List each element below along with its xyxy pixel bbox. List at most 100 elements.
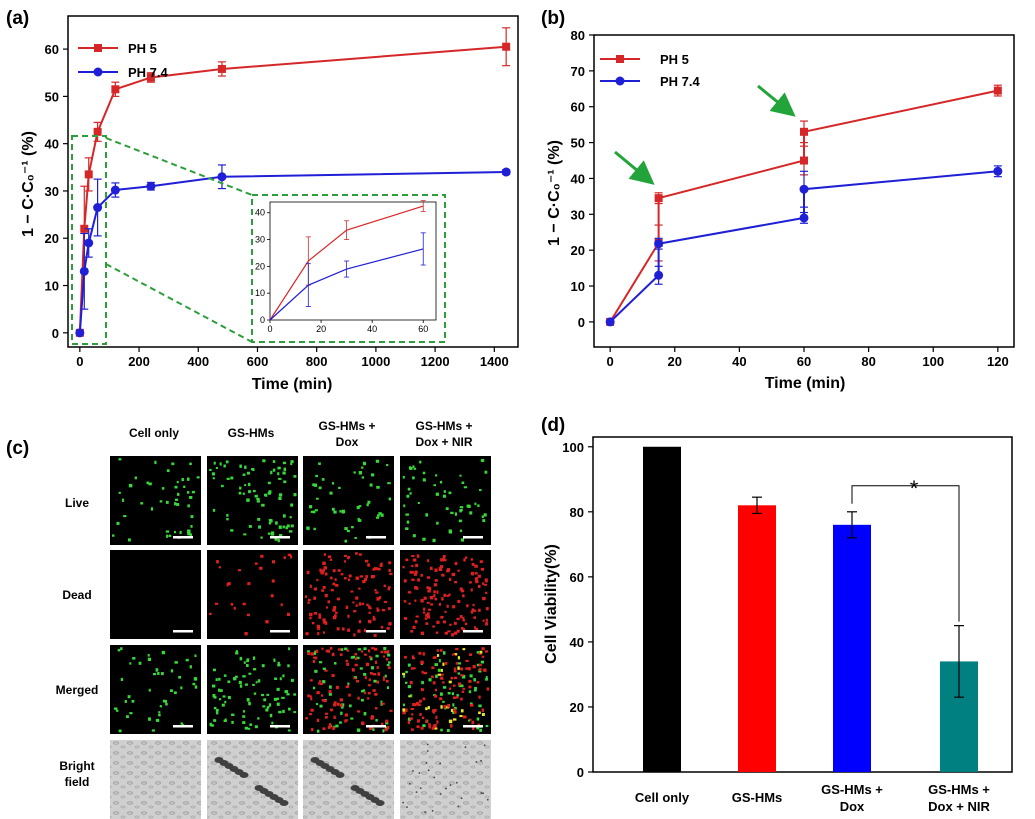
live-cell-dot xyxy=(230,476,234,480)
dead-cell-dot xyxy=(453,667,457,670)
x-tick-label: 1400 xyxy=(480,354,509,369)
dead-cell-dot xyxy=(388,607,391,610)
dead-cell-dot xyxy=(327,600,331,604)
live-cell-dot xyxy=(257,717,260,720)
dead-cell-dot xyxy=(435,715,438,720)
row-header-dead: Dead xyxy=(62,588,91,602)
live-cell-dot xyxy=(452,703,455,707)
dead-cell-dot xyxy=(316,624,321,629)
live-cell-dot xyxy=(422,478,426,482)
live-cell-dot xyxy=(375,718,378,722)
live-cell-dot xyxy=(247,727,251,730)
dead-cell-dot xyxy=(335,685,339,690)
dead-cell-dot xyxy=(409,717,413,720)
live-cell-dot xyxy=(485,676,488,680)
live-cell-dot xyxy=(239,486,242,490)
dead-cell-dot xyxy=(435,631,439,634)
inset-y-tick-label: 30 xyxy=(255,235,265,245)
data-point-ph5 xyxy=(502,42,511,51)
dead-cell-dot xyxy=(367,697,370,700)
live-cell-dot xyxy=(230,529,234,532)
particle-dot xyxy=(408,782,411,785)
live-cell-dot xyxy=(457,662,461,665)
legend-marker-ph74 xyxy=(93,67,103,77)
live-cell-dot xyxy=(407,717,412,721)
live-cell-dot xyxy=(239,684,243,688)
live-cell-dot xyxy=(176,503,180,507)
y-tick-label: 40 xyxy=(45,137,59,152)
dead-cell-dot xyxy=(450,724,453,728)
live-cell-dot xyxy=(248,672,252,675)
data-point-ph5 xyxy=(217,64,226,73)
live-cell-dot xyxy=(239,656,243,661)
dead-cell-dot xyxy=(461,690,465,693)
micrograph-bright-field-1 xyxy=(110,740,201,819)
dead-cell-dot xyxy=(434,568,438,572)
live-cell-dot xyxy=(350,656,354,659)
dead-cell-dot xyxy=(447,630,451,633)
dead-cell-dot xyxy=(316,691,320,695)
col-header-cell-only: Cell only xyxy=(129,426,179,440)
dead-cell-dot xyxy=(436,649,439,652)
dead-cell-dot xyxy=(422,611,426,614)
live-cell-dot xyxy=(129,662,132,665)
dead-cell-dot xyxy=(355,552,358,555)
dead-cell-dot xyxy=(427,559,430,563)
live-cell-dot xyxy=(356,656,360,660)
inset-frame xyxy=(269,201,437,321)
dead-cell-dot xyxy=(431,675,434,678)
panel-a-xlabel: Time (min) xyxy=(252,376,333,393)
dead-cell-dot xyxy=(427,615,431,619)
scale-bar xyxy=(270,725,290,728)
col-header-gs-hms: GS-HMs xyxy=(228,426,275,440)
dead-cell-dot xyxy=(381,722,384,726)
live-cell-dot xyxy=(155,718,160,722)
dead-cell-dot xyxy=(314,587,317,590)
live-cell-dot xyxy=(402,703,405,707)
dead-cell-dot xyxy=(332,608,336,612)
live-cell-dot xyxy=(422,537,426,541)
live-cell-dot xyxy=(219,462,222,466)
dead-cell-dot xyxy=(314,656,318,660)
micrograph-dead-4 xyxy=(400,550,491,639)
live-cell-dot xyxy=(356,728,361,732)
live-cell-dot xyxy=(376,514,380,517)
live-cell-dot xyxy=(376,485,380,489)
live-cell-dot xyxy=(278,710,282,714)
live-cell-dot xyxy=(257,679,261,683)
dead-cell-dot xyxy=(364,559,369,563)
dead-cell-dot xyxy=(424,617,428,620)
live-cell-dot xyxy=(256,497,260,501)
dead-cell-dot xyxy=(319,568,322,573)
dead-cell-dot xyxy=(247,582,251,586)
live-cell-dot xyxy=(443,490,446,493)
scale-bar xyxy=(366,725,386,728)
live-cell-dot xyxy=(290,462,293,466)
dead-cell-dot xyxy=(436,720,439,724)
dead-cell-dot xyxy=(456,617,460,621)
dead-cell-dot xyxy=(305,632,309,636)
live-cell-dot xyxy=(277,538,280,543)
live-cell-dot xyxy=(268,522,272,525)
dead-cell-dot xyxy=(403,600,407,603)
y-tick-label: 10 xyxy=(45,279,59,294)
live-cell-dot xyxy=(460,538,465,542)
micrograph-merged-1 xyxy=(110,645,201,734)
live-cell-dot xyxy=(347,682,350,686)
dead-cell-dot xyxy=(477,574,481,578)
particle-dot xyxy=(433,776,436,779)
live-cell-dot xyxy=(382,729,385,733)
dead-cell-dot xyxy=(481,655,485,658)
dead-cell-dot xyxy=(330,576,333,580)
live-cell-dot xyxy=(405,513,409,516)
dead-cell-dot xyxy=(311,727,314,732)
dead-cell-dot xyxy=(465,659,469,662)
live-cell-dot xyxy=(380,513,384,517)
dead-cell-dot xyxy=(324,712,328,715)
dead-cell-dot xyxy=(345,659,349,662)
live-cell-dot xyxy=(268,518,272,522)
live-cell-dot xyxy=(282,471,286,475)
dead-cell-dot xyxy=(452,708,456,711)
dead-cell-dot xyxy=(323,566,327,570)
dead-cell-dot xyxy=(310,697,313,701)
